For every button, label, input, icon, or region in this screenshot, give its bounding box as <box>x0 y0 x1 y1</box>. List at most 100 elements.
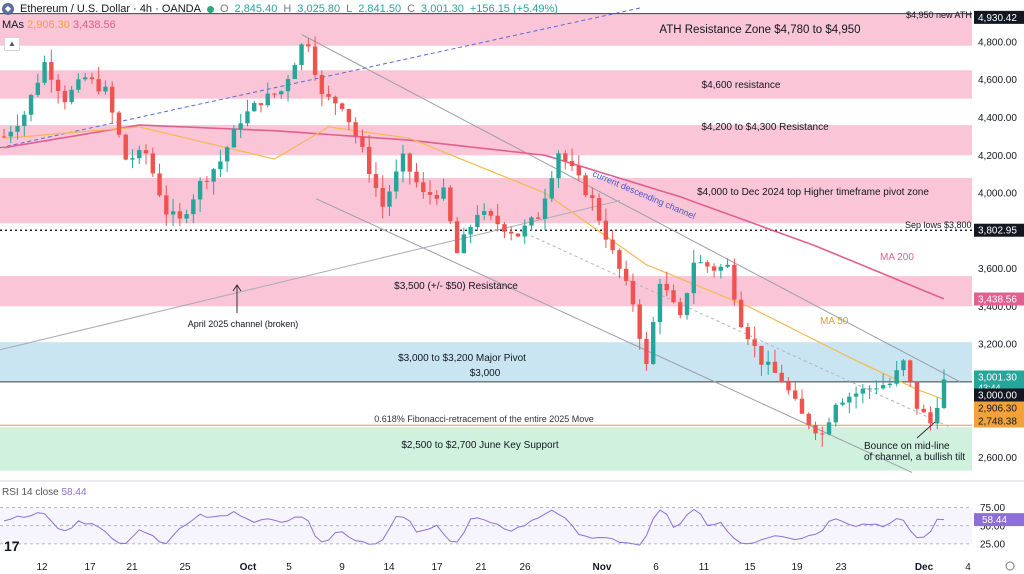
x-tick-label: Nov <box>593 562 612 573</box>
candle <box>143 150 149 154</box>
candle <box>529 217 534 226</box>
candle <box>110 86 115 113</box>
candle <box>380 188 385 207</box>
zone-resistance <box>0 70 972 99</box>
candle <box>637 304 642 339</box>
zone-support <box>0 427 972 471</box>
candle <box>705 262 710 267</box>
zone-resistance <box>0 125 972 156</box>
candle <box>874 388 879 390</box>
x-tick-label: 11 <box>699 562 710 573</box>
annotation-ma50: MA 50 <box>820 316 849 327</box>
candle <box>130 158 135 160</box>
candle <box>319 74 325 95</box>
annotation-bounce-1: Bounce on mid-line <box>864 441 950 452</box>
annotation-april: April 2025 channel (broken) <box>188 319 299 329</box>
candle <box>840 402 845 405</box>
annotation-arrow <box>916 421 936 439</box>
price-tag-label: 3,000.00 <box>978 391 1017 402</box>
candle <box>461 234 467 254</box>
candle <box>231 128 237 148</box>
candle <box>596 198 602 221</box>
y-tick-label: 2,600.00 <box>978 453 1017 464</box>
candle <box>475 214 480 228</box>
candle <box>89 77 95 80</box>
ma200-value: 3,438.56 <box>72 19 116 31</box>
candle <box>833 404 838 423</box>
price-tag-timer: 43:44 <box>978 383 1001 393</box>
april-channel-line <box>0 200 621 351</box>
candle <box>793 390 798 399</box>
candle <box>333 96 338 104</box>
x-tick-label: 4 <box>965 562 971 573</box>
candle <box>745 327 751 340</box>
candle <box>718 266 724 271</box>
candle <box>224 147 230 162</box>
candle <box>292 64 297 80</box>
y-tick-label: 3,600.00 <box>978 264 1017 275</box>
candle <box>245 111 250 124</box>
rsi-tag-label: 58.44 <box>982 515 1007 526</box>
candle <box>441 187 446 199</box>
candle <box>853 393 859 397</box>
x-tick-label: 19 <box>791 562 803 573</box>
candle <box>549 178 554 199</box>
candle <box>684 293 690 316</box>
rsi-tick-label: 25.00 <box>980 539 1005 550</box>
price-tag-bg <box>974 414 1024 428</box>
symbol-title[interactable]: Ethereum / U.S. Dollar · 4h · OANDA <box>20 3 201 15</box>
candle <box>772 361 778 373</box>
x-tick-label: 12 <box>36 562 48 573</box>
candle <box>826 422 832 435</box>
ma-legend[interactable]: MAs 2,906.30 3,438.56 <box>2 19 116 31</box>
candle <box>671 290 676 303</box>
x-tick-label: 26 <box>519 562 531 573</box>
candle <box>914 381 920 409</box>
x-tick-label: 15 <box>744 562 756 573</box>
candle <box>55 79 61 91</box>
price-tag-label: 4,930.42 <box>978 13 1017 24</box>
price-tag-label: 3,802.95 <box>978 226 1017 237</box>
ma50-line <box>3 126 945 401</box>
candle <box>481 211 487 215</box>
candle <box>35 82 41 95</box>
candle <box>191 199 196 215</box>
candle <box>123 134 128 160</box>
candle <box>813 424 818 434</box>
candle <box>258 103 264 106</box>
channel-lower-line <box>315 198 913 473</box>
candle <box>623 268 629 281</box>
candle <box>1 136 7 138</box>
low-label: L <box>346 3 353 15</box>
x-tick-label: 21 <box>126 562 138 573</box>
price-tag: 2,748.38 <box>974 414 1024 428</box>
line-label: Sep lows $3,800 <box>905 220 972 230</box>
candle <box>738 299 744 328</box>
candle <box>15 126 20 132</box>
candle <box>197 180 203 200</box>
price-tag-bg <box>974 10 1024 24</box>
candle <box>698 262 703 264</box>
candle <box>820 433 825 435</box>
candle <box>630 280 636 305</box>
tradingview-logo-icon: 17 <box>4 538 20 554</box>
candle <box>691 262 696 294</box>
candle <box>488 211 494 216</box>
candle <box>252 103 257 112</box>
candle <box>752 339 757 346</box>
ma200-line <box>3 124 945 300</box>
rsi-legend[interactable]: RSI 14 close 58.44 <box>2 487 87 498</box>
candle <box>522 225 527 237</box>
candle <box>867 388 872 390</box>
rsi-tag-bg <box>974 513 1024 527</box>
candle <box>279 91 284 95</box>
rsi-tick-label: 75.00 <box>980 503 1005 514</box>
candle <box>184 214 189 219</box>
y-tick-label: 3,400.00 <box>978 302 1017 313</box>
candle <box>711 266 717 271</box>
collapse-legend-button[interactable]: ▲ <box>4 37 20 51</box>
zone-label: $3,500 (+/- $50) Resistance <box>394 281 518 292</box>
candle <box>170 211 176 215</box>
